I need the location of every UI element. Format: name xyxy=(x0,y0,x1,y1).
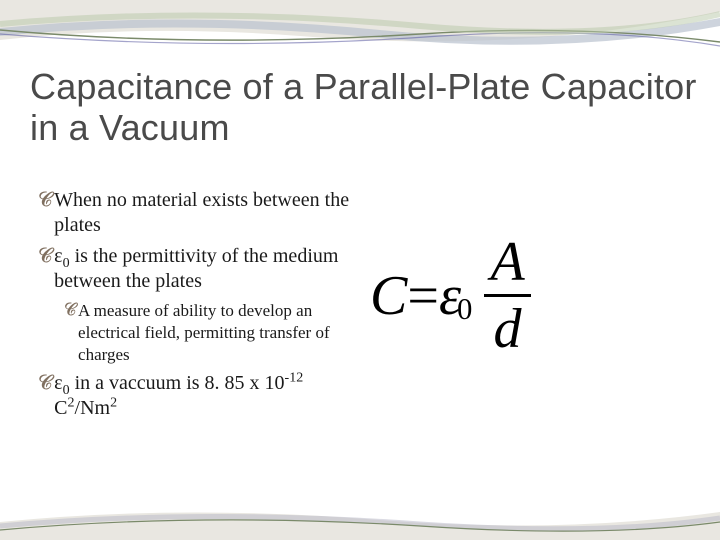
sub-bullet-item: 𝓒 A measure of ability to develop an ele… xyxy=(64,300,358,365)
epsilon-symbol: ε xyxy=(54,245,62,267)
bottom-accent-band xyxy=(0,502,720,540)
bullet-glyph: 𝓒 xyxy=(38,188,52,212)
swoosh-svg xyxy=(0,0,720,54)
bullet-list: 𝓒 When no material exists between the pl… xyxy=(38,188,358,427)
capacitance-formula: C = ε0 A d xyxy=(370,234,710,357)
slide-title: Capacitance of a Parallel-Plate Capacito… xyxy=(30,66,720,149)
bullet-text: A measure of ability to develop an elect… xyxy=(78,300,358,365)
unit-nm: /Nm xyxy=(75,397,111,419)
epsilon-symbol: ε xyxy=(54,372,62,394)
unit-c-exp: 2 xyxy=(68,396,75,411)
exponent: -12 xyxy=(285,371,304,386)
formula-epsilon-sub: 0 xyxy=(457,292,472,327)
formula-fraction: A d xyxy=(484,234,530,357)
bullet-item: 𝓒 When no material exists between the pl… xyxy=(38,188,358,238)
fraction-denominator: d xyxy=(488,301,528,357)
bullet-glyph: 𝓒 xyxy=(38,244,52,268)
bullet-glyph: 𝓒 xyxy=(64,300,76,320)
value-text: in a vaccuum is 8. 85 x 10 xyxy=(70,372,285,394)
formula-C: C xyxy=(370,264,407,328)
fraction-bar xyxy=(484,294,530,297)
bullet-text-tail: is the permittivity of the medium betwee… xyxy=(54,245,338,292)
bullet-glyph: 𝓒 xyxy=(38,371,52,395)
bullet-item: 𝓒 ε0 in a vaccuum is 8. 85 x 10-12 C2/Nm… xyxy=(38,371,358,421)
formula-equals: = xyxy=(407,264,439,328)
unit-c: C xyxy=(54,397,67,419)
bullet-item: 𝓒 ε0 is the permittivity of the medium b… xyxy=(38,244,358,294)
bullet-text: ε0 in a vaccuum is 8. 85 x 10-12 C2/Nm2 xyxy=(54,371,358,421)
top-accent-band xyxy=(0,0,720,54)
fraction-numerator: A xyxy=(484,234,530,290)
subscript-zero: 0 xyxy=(63,256,70,271)
bullet-text: When no material exists between the plat… xyxy=(54,188,358,238)
bottom-swoosh-svg xyxy=(0,502,720,540)
unit-nm-exp: 2 xyxy=(110,396,117,411)
bullet-text: ε0 is the permittivity of the medium bet… xyxy=(54,244,358,294)
